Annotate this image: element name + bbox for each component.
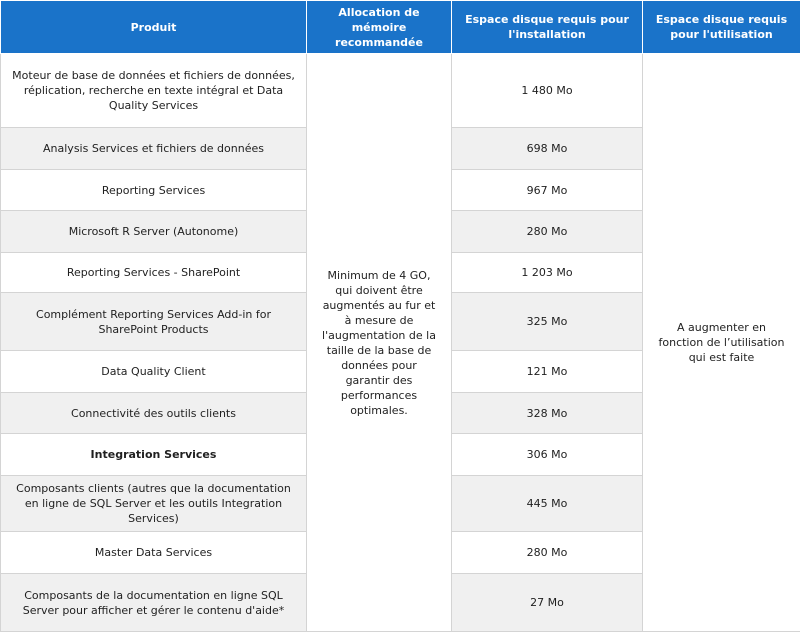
header-memory: Allocation de mémoire recommandée [307,1,452,54]
table-row: Moteur de base de données et fichiers de… [1,54,800,128]
header-install-space: Espace disque requis pour l'installation [452,1,643,54]
product-cell: Composants de la documentation en ligne … [1,574,307,632]
install-cell: 280 Mo [452,211,643,253]
header-row: Produit Allocation de mémoire recommandé… [1,1,800,54]
product-cell: Analysis Services et fichiers de données [1,128,307,170]
install-cell: 121 Mo [452,351,643,393]
product-cell: Reporting Services [1,170,307,211]
product-cell: Microsoft R Server (Autonome) [1,211,307,253]
header-usage-space: Espace disque requis pour l'utilisation [643,1,800,54]
product-cell: Reporting Services - SharePoint [1,253,307,293]
header-product: Produit [1,1,307,54]
product-cell: Complément Reporting Services Add-in for… [1,293,307,351]
product-cell: Connectivité des outils clients [1,393,307,434]
install-cell: 698 Mo [452,128,643,170]
product-cell: Composants clients (autres que la docume… [1,476,307,532]
usage-note-cell: A augmenter en fonction de l’utilisation… [643,54,800,632]
install-cell: 1 203 Mo [452,253,643,293]
product-cell: Data Quality Client [1,351,307,393]
install-cell: 27 Mo [452,574,643,632]
install-cell: 306 Mo [452,434,643,476]
install-cell: 325 Mo [452,293,643,351]
product-cell: Integration Services [1,434,307,476]
product-cell: Master Data Services [1,532,307,574]
install-cell: 328 Mo [452,393,643,434]
memory-note-cell: Minimum de 4 GO, qui doivent être augmen… [307,54,452,632]
install-cell: 280 Mo [452,532,643,574]
install-cell: 967 Mo [452,170,643,211]
install-cell: 1 480 Mo [452,54,643,128]
install-cell: 445 Mo [452,476,643,532]
product-cell: Moteur de base de données et fichiers de… [1,54,307,128]
